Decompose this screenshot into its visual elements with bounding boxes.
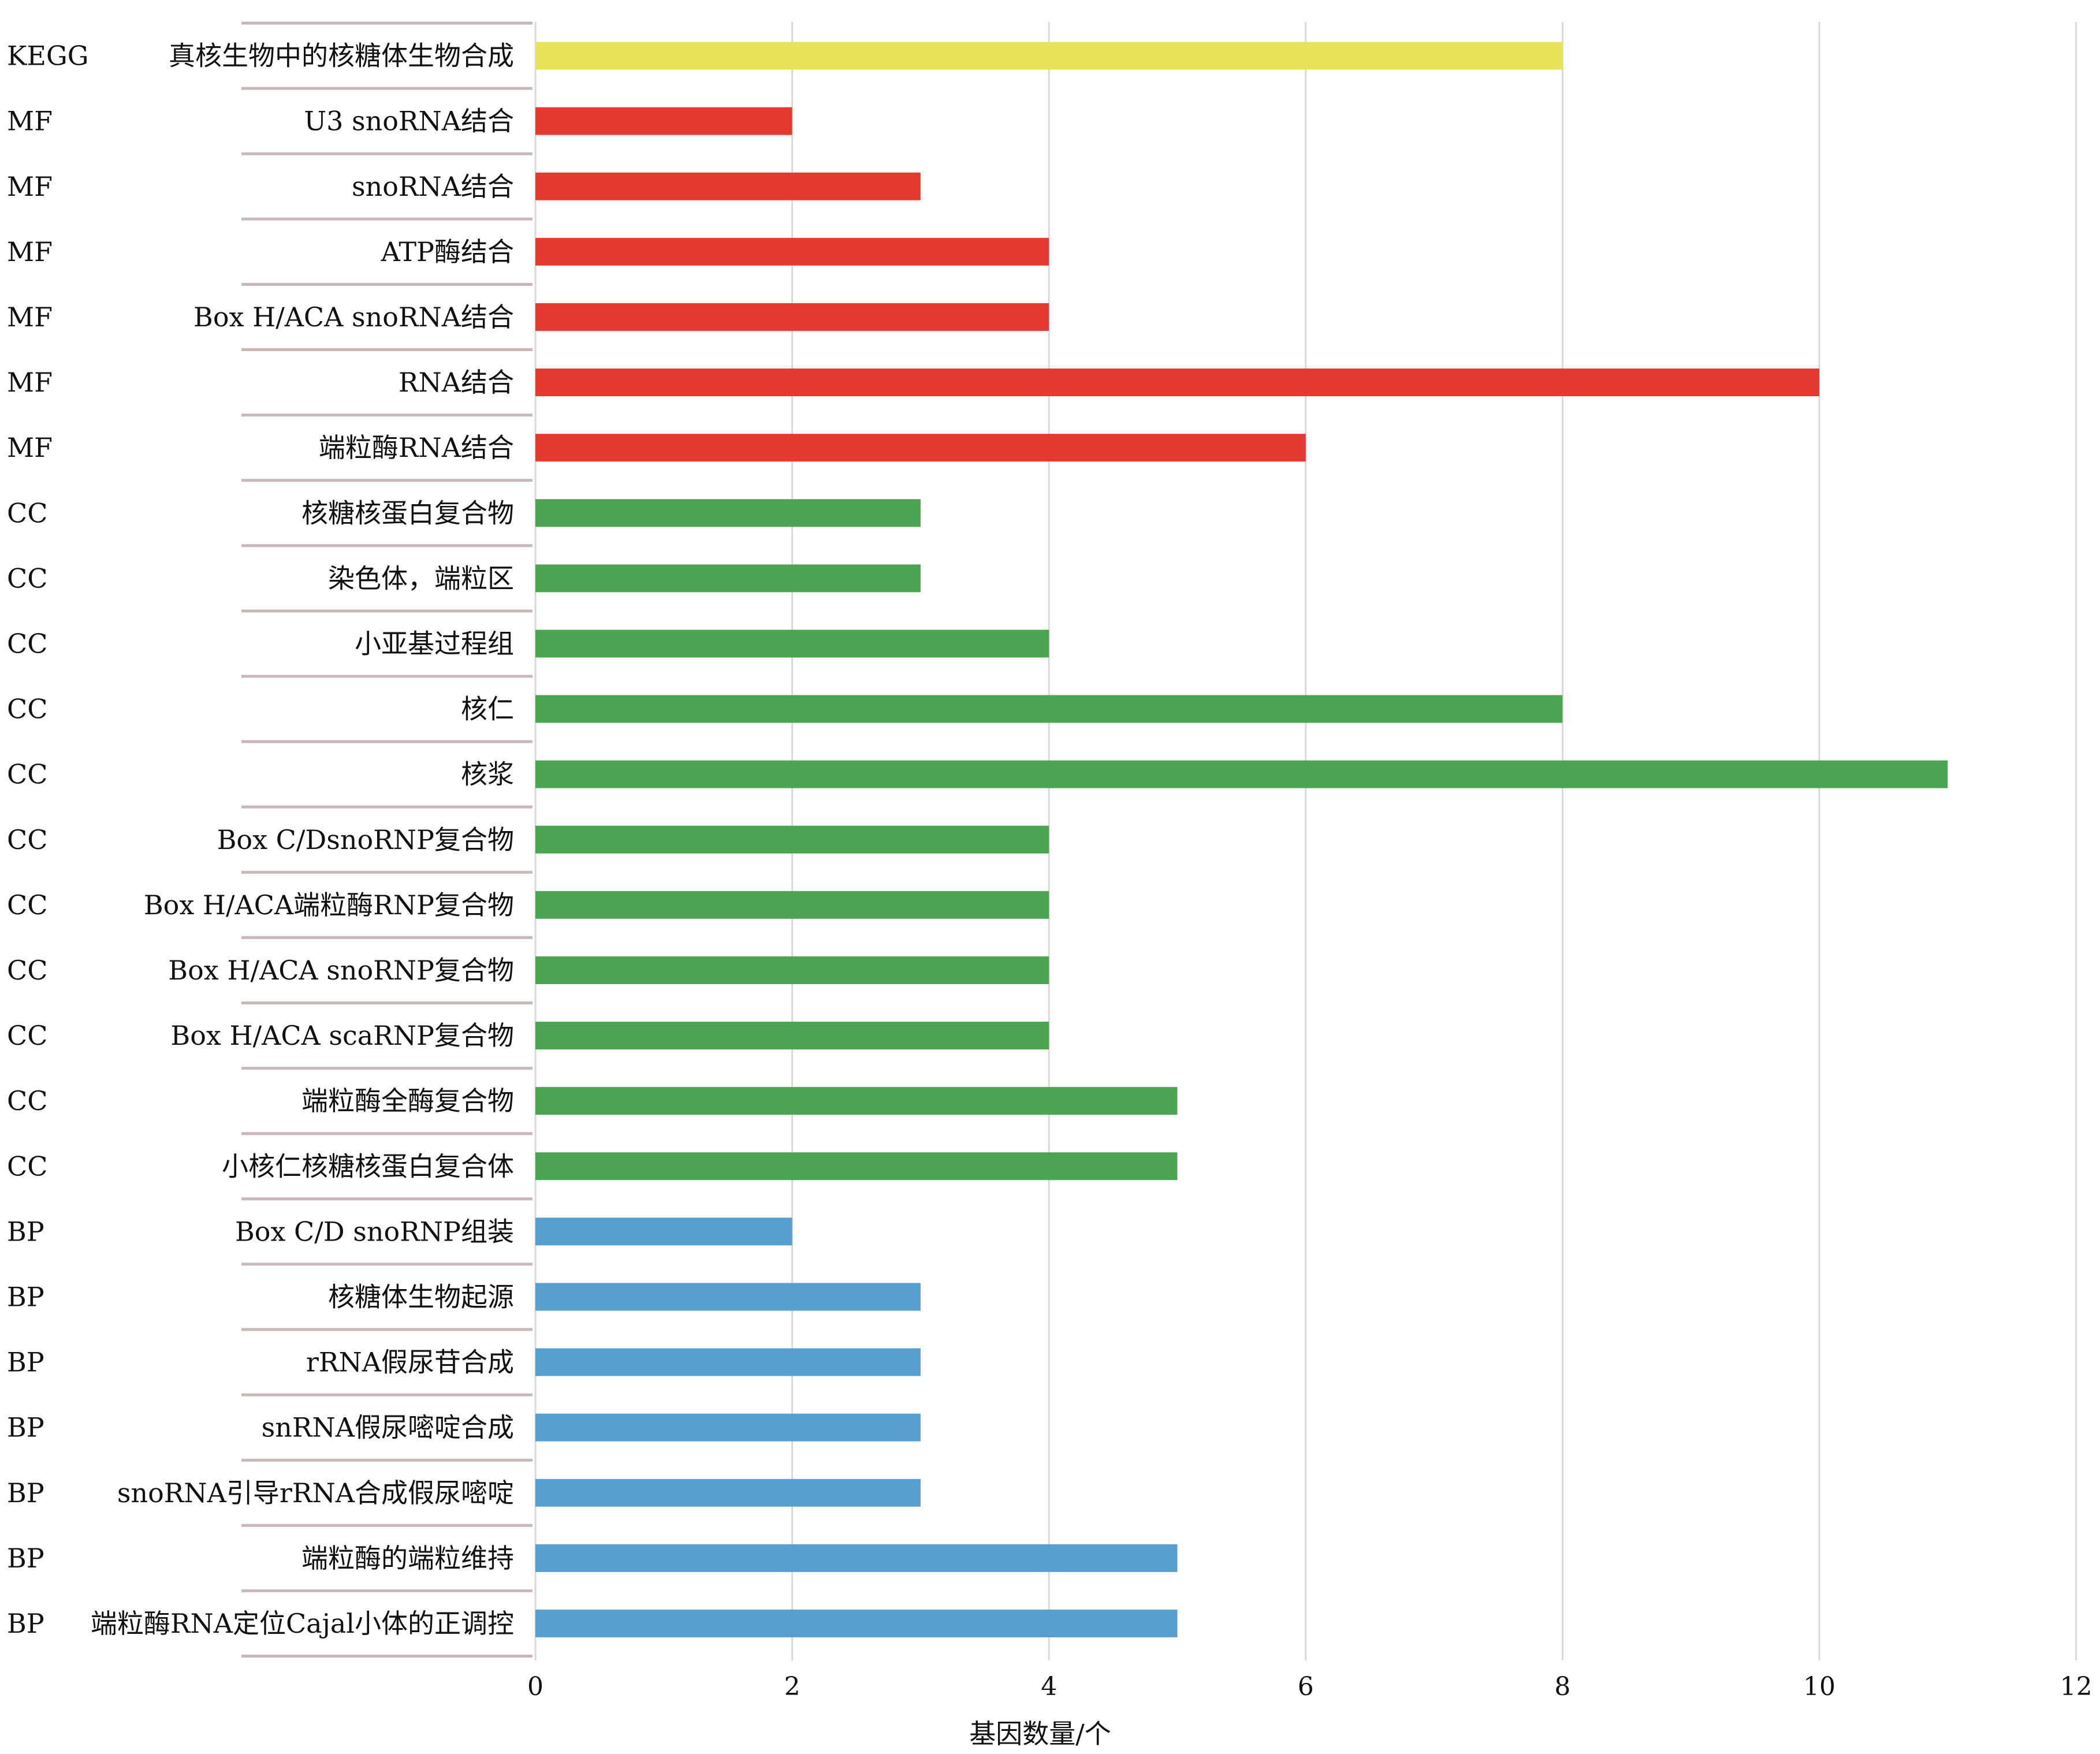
category-label-24: 端粒酶RNA定位Cajal小体的正调控 [91,1608,514,1639]
category-label-8: 染色体，端粒区 [328,563,514,594]
bar-1 [535,107,792,135]
group-label-24: BP [7,1608,44,1639]
row-dividers [241,21,533,1658]
category-label-20: rRNA假尿苷合成 [306,1347,514,1378]
category-label-22: snoRNA引导rRNA合成假尿嘧啶 [117,1477,514,1509]
category-label-7: 核糖核蛋白复合物 [301,497,514,528]
bar-0 [535,42,1563,70]
group-label-1: MF [7,106,53,137]
bar-5 [535,368,1819,397]
bar-14 [535,956,1049,984]
bar-4 [535,303,1049,331]
category-label-4: Box H/ACA snoRNA结合 [193,301,514,333]
x-tick-label-12: 12 [2060,1672,2092,1701]
bar-12 [535,825,1049,854]
group-label-9: CC [7,628,47,659]
x-tick-label-4: 4 [1041,1672,1057,1701]
category-label-15: Box H/ACA scaRNP复合物 [170,1020,514,1051]
x-tick-label-8: 8 [1554,1672,1570,1701]
group-label-19: BP [7,1281,44,1312]
bar-24 [535,1609,1178,1637]
category-label-12: Box C/DsnoRNP复合物 [217,824,514,855]
group-labels: KEGG MF MF MF MF MF MF CC CC CC CC CC CC CC CC CC CC CC BP… [7,40,88,1639]
group-label-0: KEGG [7,40,88,72]
category-label-10: 核仁 [461,694,514,725]
x-tick-label-2: 2 [784,1672,800,1701]
bar-22 [535,1479,921,1507]
bar-7 [535,499,921,527]
group-label-5: MF [7,367,53,398]
category-label-1: U3 snoRNA结合 [304,106,514,137]
category-labels: 真核生物中的核糖体生物合成 U3 snoRNA结合 snoRNA结合 ATP酶结合 Bo… [91,40,514,1639]
category-label-11: 核浆 [461,759,514,790]
category-label-14: Box H/ACA snoRNP复合物 [168,955,514,986]
x-tick-label-10: 10 [1803,1672,1835,1701]
category-label-23: 端粒酶的端粒维持 [301,1543,514,1574]
group-label-18: BP [7,1216,44,1247]
group-label-13: CC [7,889,47,921]
category-label-5: RNA结合 [399,367,514,398]
bar-6 [535,434,1306,462]
bar-13 [535,891,1049,919]
group-label-8: CC [7,563,47,594]
category-label-0: 真核生物中的核糖体生物合成 [169,40,514,72]
category-label-3: ATP酶结合 [381,236,514,267]
bar-21 [535,1413,921,1442]
group-label-20: BP [7,1347,44,1378]
bar-3 [535,237,1049,266]
x-tick-labels: 0 2 4 6 8 10 12 [527,1672,2092,1701]
category-label-17: 小核仁核糖核蛋白复合体 [222,1150,514,1182]
category-label-16: 端粒酶全酶复合物 [301,1085,514,1116]
group-label-2: MF [7,171,53,202]
bar-23 [535,1544,1178,1572]
group-label-11: CC [7,759,47,790]
bar-8 [535,564,921,593]
group-label-17: CC [7,1150,47,1182]
bar-15 [535,1022,1049,1050]
x-tick-label-0: 0 [527,1672,543,1701]
bar-16 [535,1087,1178,1115]
group-label-21: BP [7,1412,44,1443]
group-label-10: CC [7,694,47,725]
x-tick-label-6: 6 [1298,1672,1314,1701]
group-label-22: BP [7,1477,44,1509]
group-label-4: MF [7,301,53,333]
bar-11 [535,760,1948,788]
bar-19 [535,1283,921,1311]
group-label-7: CC [7,497,47,528]
category-label-9: 小亚基过程组 [355,628,514,659]
category-label-19: 核糖体生物起源 [328,1281,514,1312]
bar-2 [535,172,921,200]
category-label-21: snRNA假尿嘧啶合成 [262,1412,514,1443]
group-label-15: CC [7,1020,47,1051]
bar-9 [535,630,1049,658]
category-label-13: Box H/ACA端粒酶RNP复合物 [144,889,514,921]
group-label-3: MF [7,236,53,267]
category-label-6: 端粒酶RNA结合 [319,432,514,463]
group-label-12: CC [7,824,47,855]
group-label-6: MF [7,432,53,463]
bar-20 [535,1348,921,1376]
category-label-18: Box C/D snoRNP组装 [235,1216,514,1247]
bar-10 [535,695,1563,723]
x-axis-title: 基因数量/个 [969,1718,1111,1749]
bars [535,42,1948,1637]
group-label-16: CC [7,1085,47,1116]
category-label-2: snoRNA结合 [352,171,514,202]
bar-18 [535,1217,792,1246]
bar-17 [535,1152,1178,1180]
group-label-14: CC [7,955,47,986]
group-label-23: BP [7,1543,44,1574]
